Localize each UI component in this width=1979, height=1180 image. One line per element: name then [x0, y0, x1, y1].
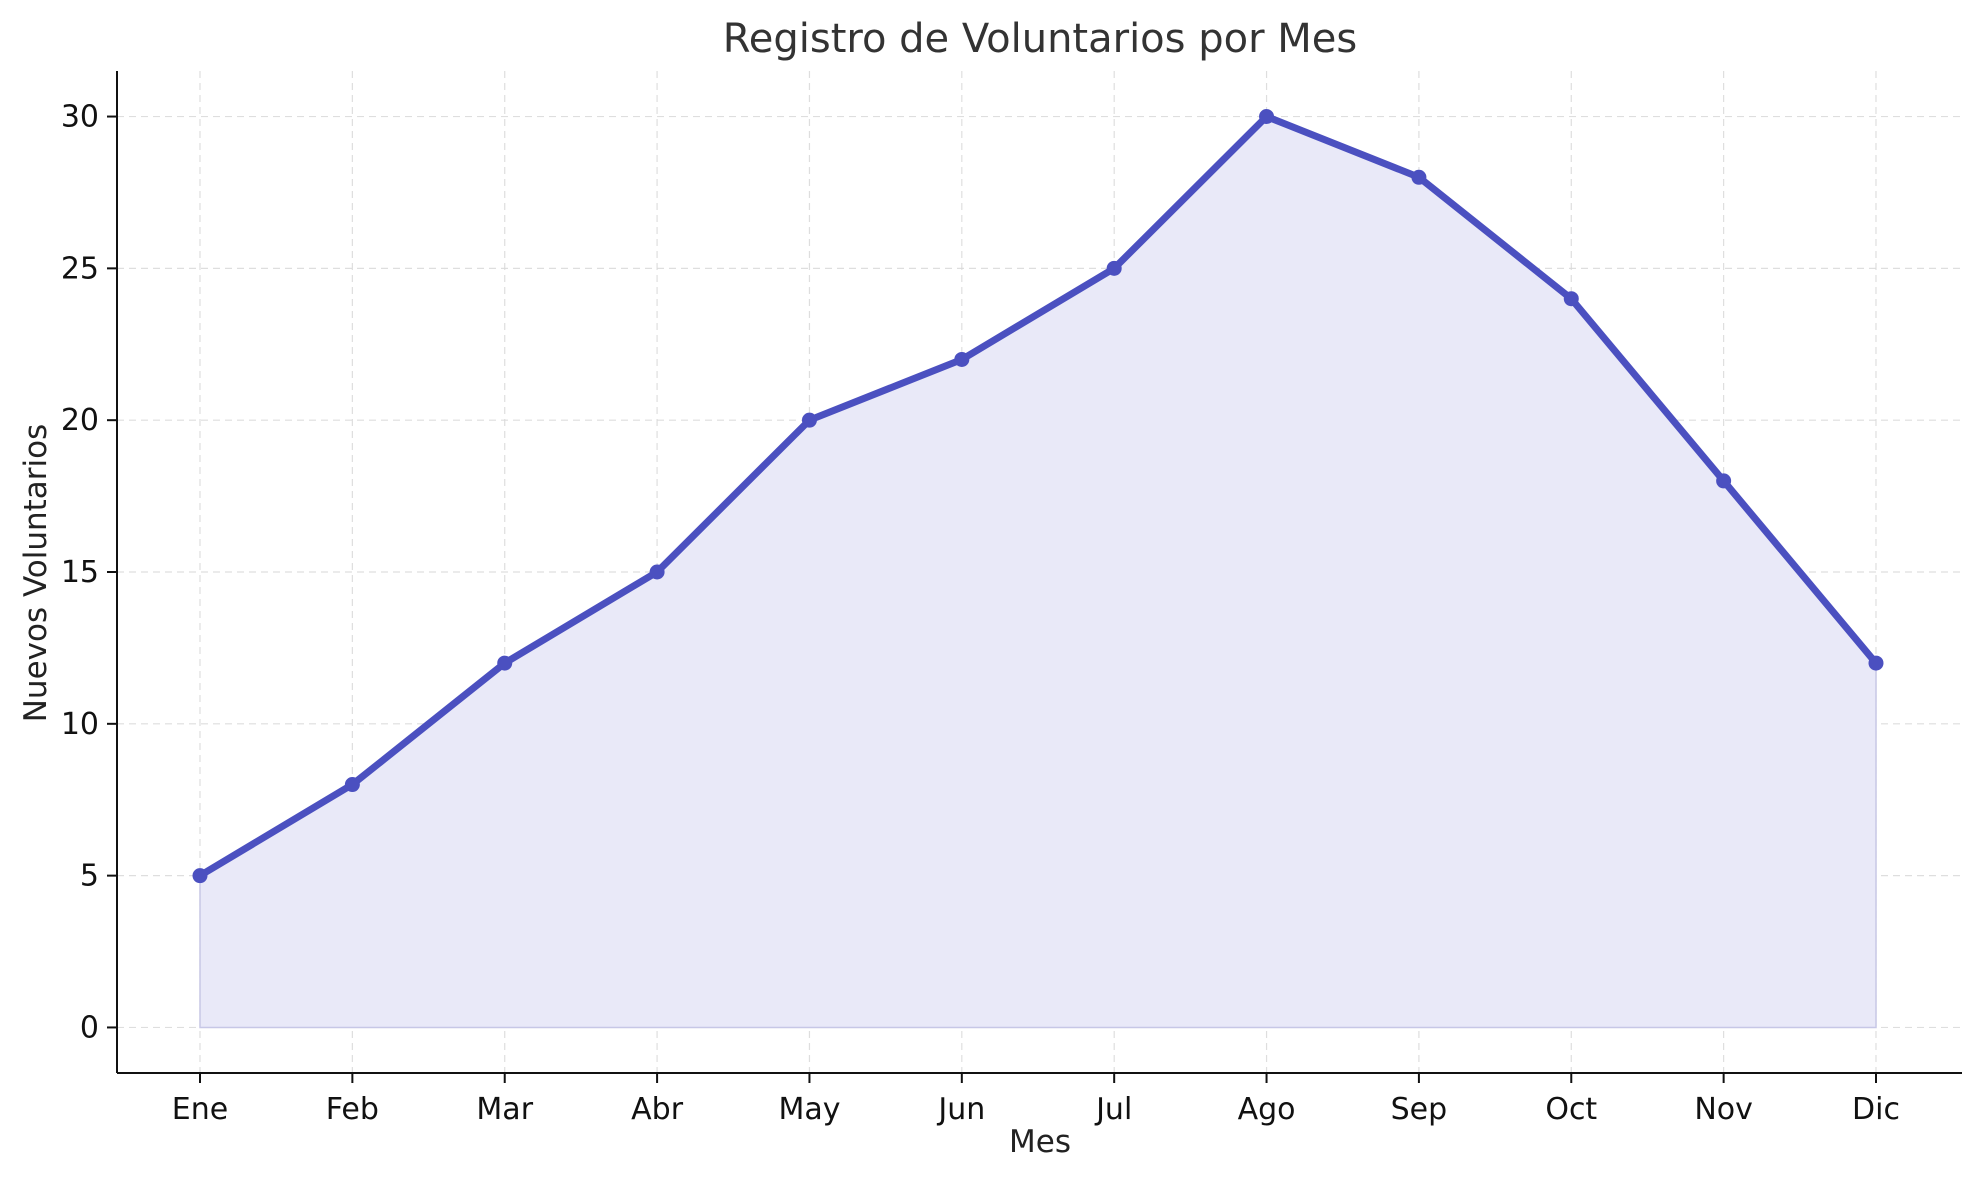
data-point-jul: [1106, 260, 1122, 276]
data-point-ago: [1259, 109, 1275, 125]
x-tick-label-sep: Sep: [1391, 1092, 1448, 1127]
x-tick-label-jun: Jun: [936, 1092, 985, 1127]
x-tick-label-abr: Abr: [631, 1092, 684, 1127]
data-point-oct: [1563, 291, 1579, 307]
x-tick-label-dic: Dic: [1852, 1092, 1900, 1127]
data-point-mar: [497, 655, 513, 671]
x-tick-label-feb: Feb: [326, 1092, 379, 1127]
y-tick-label-25: 25: [61, 251, 99, 286]
y-tick-label-10: 10: [61, 707, 99, 742]
data-point-sep: [1411, 169, 1427, 185]
y-tick-label-0: 0: [80, 1010, 99, 1045]
line-layer: [196, 113, 1880, 880]
y-tick-label-20: 20: [61, 403, 99, 438]
data-point-jun: [954, 351, 970, 367]
data-point-nov: [1716, 473, 1732, 489]
y-axis-label: Nuevos Voluntarios: [18, 424, 54, 723]
x-tick-label-oct: Oct: [1545, 1092, 1597, 1127]
chart-title: Registro de Voluntarios por Mes: [723, 16, 1357, 62]
x-tick-label-jul: Jul: [1094, 1092, 1132, 1127]
series-line: [196, 113, 1880, 880]
data-point-feb: [344, 777, 360, 793]
tick-layer: Ene Feb Mar Abr May Jun Jul Ago Sep Oct Nov Dic 0 5 10…: [61, 100, 1900, 1127]
x-tick-label-mar: Mar: [476, 1092, 533, 1127]
x-axis-label: Mes: [1009, 1124, 1071, 1160]
y-tick-label-5: 5: [80, 859, 99, 894]
data-point-abr: [649, 564, 665, 580]
x-tick-label-nov: Nov: [1694, 1092, 1753, 1127]
data-point-ene: [192, 868, 208, 884]
data-point-may: [801, 412, 817, 428]
y-tick-label-15: 15: [61, 555, 99, 590]
marker-layer: [192, 109, 1884, 884]
x-tick-label-ago: Ago: [1238, 1092, 1296, 1127]
y-tick-label-30: 30: [61, 100, 99, 135]
data-point-dic: [1868, 655, 1884, 671]
x-tick-label-may: May: [778, 1092, 840, 1127]
area-under-line: [199, 115, 1877, 1029]
x-tick-label-ene: Ene: [172, 1092, 228, 1127]
fill-layer: [199, 115, 1877, 1029]
